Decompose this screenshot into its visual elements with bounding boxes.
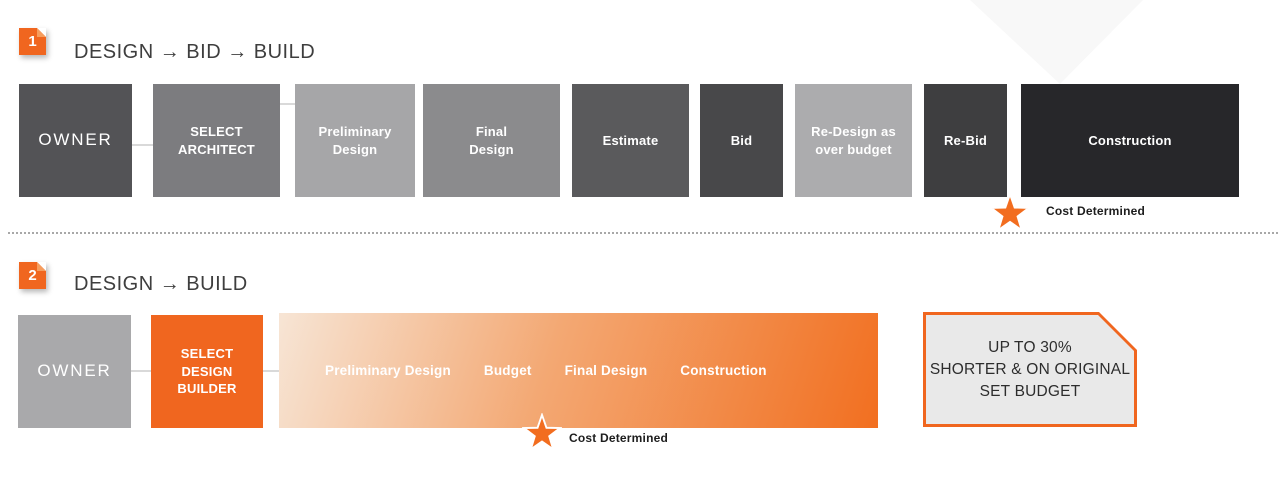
stage-label-construction: Construction bbox=[680, 363, 767, 378]
stage-label-final-design: Final Design bbox=[564, 363, 648, 378]
section-1-number: 1 bbox=[28, 33, 37, 50]
stage-box-select-design-builder: SELECT DESIGN BUILDER bbox=[151, 315, 263, 428]
cost-determined-star-1 bbox=[989, 192, 1031, 232]
folded-corner-icon bbox=[37, 262, 46, 271]
stage-label: SELECT DESIGN BUILDER bbox=[177, 346, 237, 397]
connector-line bbox=[280, 103, 295, 105]
cost-determined-label-2: Cost Determined bbox=[569, 431, 669, 445]
stage-label: Re-Bid bbox=[943, 132, 988, 148]
callout-line: SET BUDGET bbox=[979, 382, 1081, 400]
stage-box-rebid: Re-Bid bbox=[924, 84, 1007, 197]
stage-label-preliminary-design: Preliminary Design bbox=[325, 363, 451, 378]
stage-label: Preliminary Design bbox=[318, 123, 392, 157]
stage-label: Bid bbox=[730, 132, 753, 148]
benefit-callout-body: UP TO 30% SHORTER & ON ORIGINAL SET BUDG… bbox=[926, 315, 1134, 424]
benefit-callout: UP TO 30% SHORTER & ON ORIGINAL SET BUDG… bbox=[923, 312, 1137, 427]
stage-label: SELECT ARCHITECT bbox=[178, 123, 255, 157]
stage-box-final-design-1: Final Design bbox=[423, 84, 560, 197]
stage-label-budget: Budget bbox=[483, 363, 532, 378]
connector-line bbox=[132, 144, 153, 146]
section-2-title: DESIGN → BUILD bbox=[74, 273, 248, 295]
stage-box-estimate: Estimate bbox=[572, 84, 689, 197]
stage-label: Re-Design as over budget bbox=[811, 123, 896, 157]
section-1-title: DESIGN → BID → BUILD bbox=[74, 41, 316, 63]
section-1-number-badge: 1 bbox=[19, 28, 46, 55]
stage-box-redesign: Re-Design as over budget bbox=[795, 84, 912, 197]
design-build-stage-bar: Preliminary Design Budget Final Design C… bbox=[279, 313, 878, 428]
folded-corner-icon bbox=[37, 28, 46, 37]
stage-box-owner-2: OWNER bbox=[18, 315, 131, 428]
callout-line: UP TO 30% bbox=[988, 338, 1072, 356]
cost-determined-star-2 bbox=[522, 413, 562, 451]
cost-determined-label-1: Cost Determined bbox=[1046, 204, 1146, 218]
stage-box-select-architect: SELECT ARCHITECT bbox=[153, 84, 280, 197]
stage-label: OWNER bbox=[38, 130, 113, 150]
stage-box-preliminary-design-1: Preliminary Design bbox=[295, 84, 415, 197]
stage-label: OWNER bbox=[37, 361, 112, 381]
stage-box-construction-1: Construction bbox=[1021, 84, 1239, 197]
stage-label: Construction bbox=[1088, 132, 1172, 148]
connector-line bbox=[263, 370, 279, 372]
callout-line: SHORTER & ON ORIGINAL bbox=[929, 360, 1131, 378]
stage-box-bid: Bid bbox=[700, 84, 783, 197]
stage-label: Estimate bbox=[602, 132, 659, 148]
section-2-number: 2 bbox=[28, 267, 37, 284]
connector-line bbox=[131, 370, 151, 372]
stage-box-owner-1: OWNER bbox=[19, 84, 132, 197]
section-divider bbox=[8, 232, 1278, 234]
stage-label: Final Design bbox=[469, 123, 514, 157]
decorative-triangle bbox=[970, 0, 1143, 84]
section-2-number-badge: 2 bbox=[19, 262, 46, 289]
